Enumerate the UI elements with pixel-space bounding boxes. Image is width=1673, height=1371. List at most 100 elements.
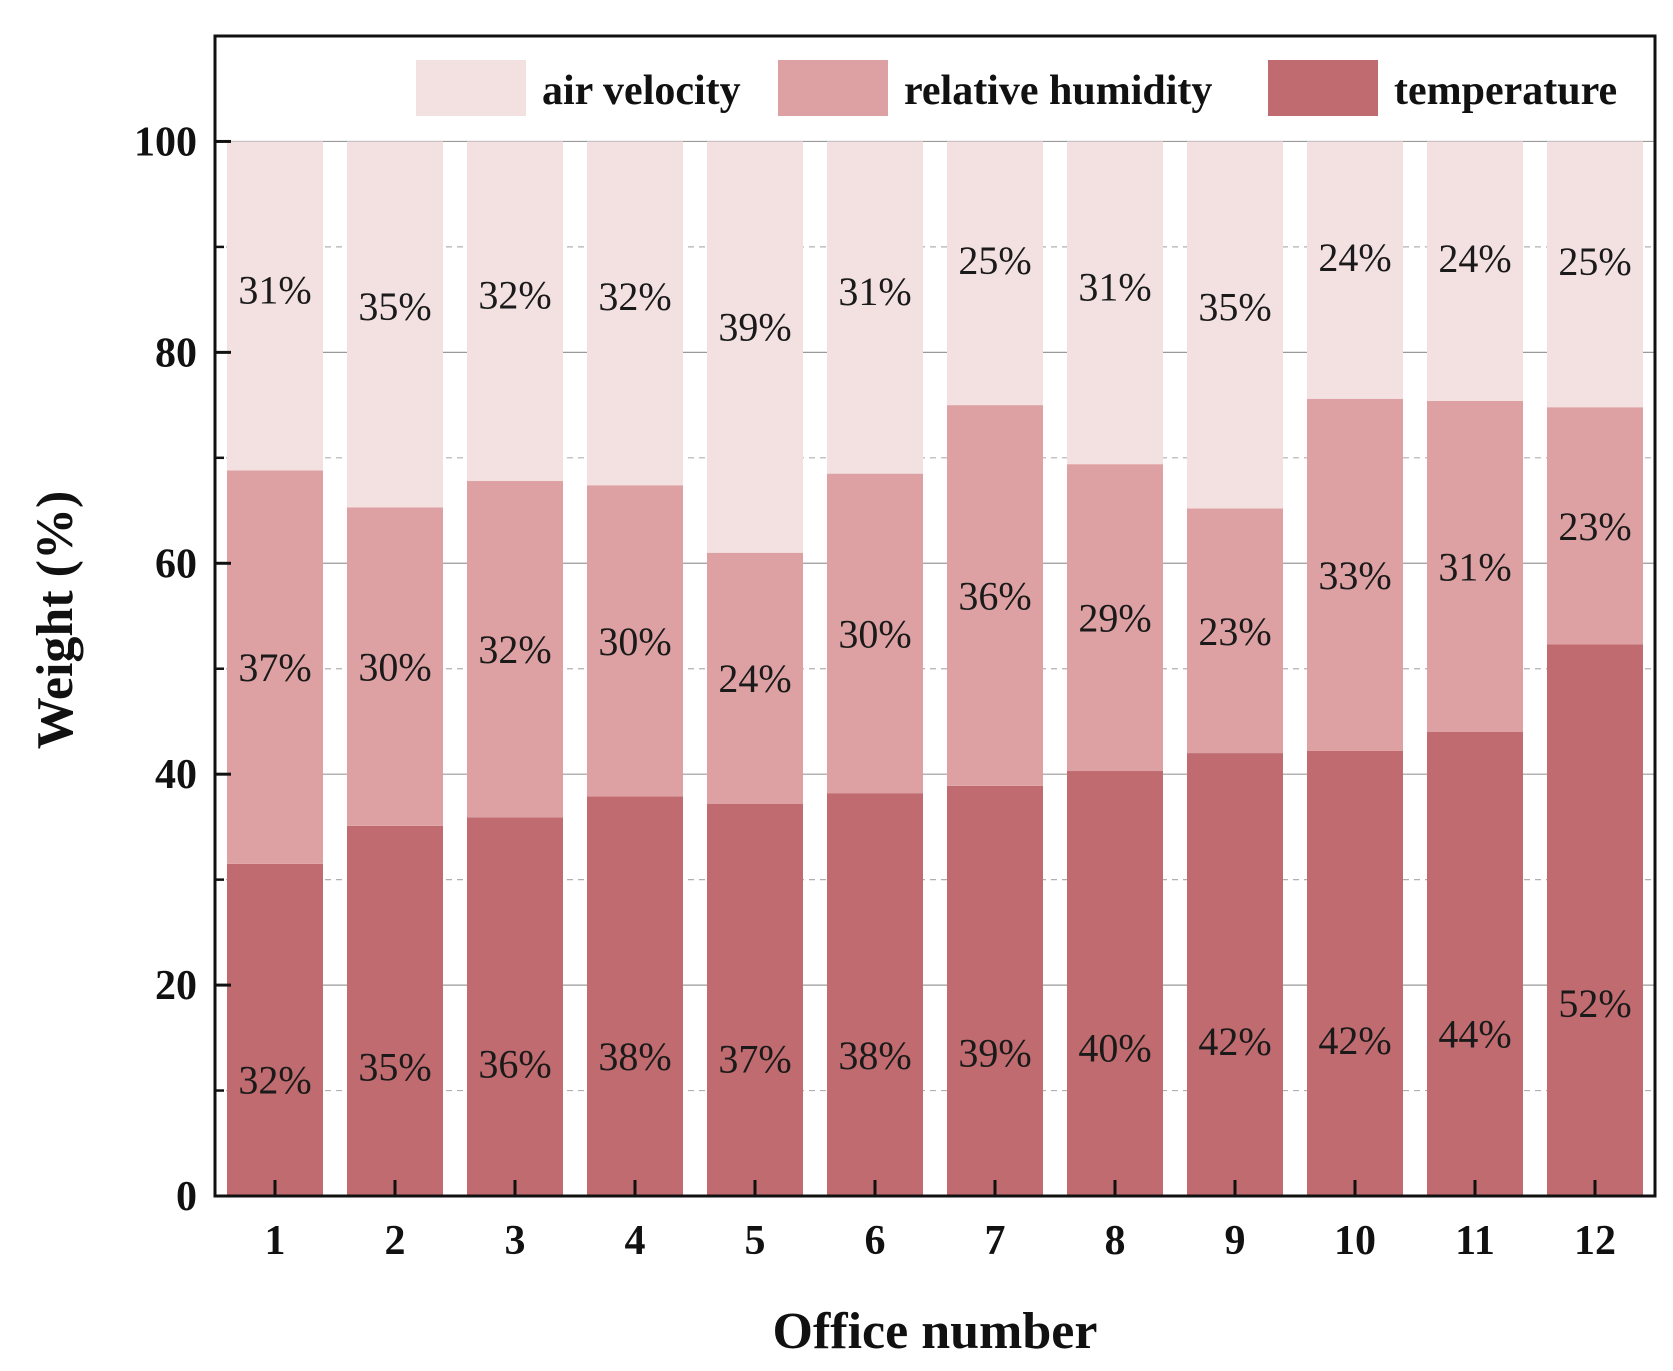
legend-label-temperature: temperature	[1394, 68, 1617, 114]
data-label-air-velocity-5: 39%	[718, 305, 791, 350]
gridlines	[215, 140, 1655, 1092]
y-tick-label: 40	[155, 752, 197, 798]
bar-segment-air-velocity-3	[467, 141, 563, 482]
bar-segment-air-velocity-11	[1427, 141, 1523, 401]
data-label-air-velocity-8: 31%	[1078, 265, 1151, 310]
x-tick-label: 3	[505, 1218, 526, 1264]
bar-segment-air-velocity-1	[227, 141, 323, 471]
bar-segment-air-velocity-9	[1187, 141, 1283, 509]
bar-segment-relative-humidity-2	[347, 507, 443, 826]
plot-frame	[213, 34, 1657, 1198]
data-label-relative-humidity-8: 29%	[1078, 596, 1151, 641]
data-label-temperature-1: 32%	[238, 1058, 311, 1103]
data-label-air-velocity-7: 25%	[958, 238, 1031, 283]
bar-segment-air-velocity-8	[1067, 141, 1163, 465]
x-tick-label: 9	[1225, 1218, 1246, 1264]
bar-segment-temperature-6	[827, 793, 923, 1196]
bar-segment-relative-humidity-8	[1067, 464, 1163, 772]
data-label-relative-humidity-10: 33%	[1318, 553, 1391, 598]
bar-segment-temperature-7	[947, 785, 1043, 1196]
data-label-relative-humidity-4: 30%	[598, 619, 671, 664]
data-label-relative-humidity-1: 37%	[238, 645, 311, 690]
y-tick-label: 0	[176, 1174, 197, 1220]
bar-segment-relative-humidity-11	[1427, 400, 1523, 732]
data-label-air-velocity-3: 32%	[478, 272, 551, 317]
x-tick-label: 2	[385, 1218, 406, 1264]
x-tick-label: 12	[1574, 1218, 1616, 1264]
bar-segment-temperature-1	[227, 863, 323, 1196]
data-label-air-velocity-2: 35%	[358, 284, 431, 329]
data-label-temperature-4: 38%	[598, 1034, 671, 1079]
data-label-relative-humidity-12: 23%	[1558, 504, 1631, 549]
x-tick-label: 11	[1455, 1218, 1495, 1264]
bar-segment-temperature-10	[1307, 750, 1403, 1196]
data-label-air-velocity-6: 31%	[838, 269, 911, 314]
x-tick-label: 7	[985, 1218, 1006, 1264]
data-label-air-velocity-1: 31%	[238, 268, 311, 313]
x-tick-label: 8	[1105, 1218, 1126, 1264]
bar-segment-relative-humidity-7	[947, 405, 1043, 786]
y-tick-label: 20	[155, 963, 197, 1009]
data-label-temperature-10: 42%	[1318, 1018, 1391, 1063]
legend-swatch-relative-humidity	[778, 60, 888, 116]
data-label-temperature-9: 42%	[1198, 1019, 1271, 1064]
data-label-relative-humidity-9: 23%	[1198, 609, 1271, 654]
data-label-relative-humidity-2: 30%	[358, 645, 431, 690]
bar-segment-air-velocity-10	[1307, 141, 1403, 399]
data-label-temperature-5: 37%	[718, 1037, 791, 1082]
data-label-temperature-2: 35%	[358, 1044, 431, 1089]
bar-segment-temperature-3	[467, 817, 563, 1196]
bar-segment-temperature-4	[587, 796, 683, 1196]
bar-segment-relative-humidity-4	[587, 485, 683, 797]
bar-segment-temperature-12	[1547, 644, 1643, 1196]
x-axis-title: Office number	[773, 1303, 1098, 1360]
data-label-relative-humidity-5: 24%	[718, 656, 791, 701]
bar-segment-relative-humidity-3	[467, 481, 563, 818]
bar-segment-relative-humidity-1	[227, 470, 323, 864]
data-label-temperature-3: 36%	[478, 1041, 551, 1086]
data-label-temperature-8: 40%	[1078, 1025, 1151, 1070]
bar-segment-relative-humidity-6	[827, 473, 923, 794]
bar-segment-temperature-8	[1067, 771, 1163, 1196]
bar-segment-relative-humidity-9	[1187, 508, 1283, 754]
bar-segment-relative-humidity-12	[1547, 407, 1643, 645]
x-tick-label: 5	[745, 1218, 766, 1264]
bar-segment-air-velocity-12	[1547, 141, 1643, 408]
data-label-air-velocity-4: 32%	[598, 274, 671, 319]
y-tick-label: 80	[155, 330, 197, 376]
bar-segment-air-velocity-6	[827, 141, 923, 474]
x-tick-label: 4	[625, 1218, 646, 1264]
x-tick-label: 10	[1334, 1218, 1376, 1264]
bar-segment-air-velocity-4	[587, 141, 683, 486]
legend-label-relative-humidity: relative humidity	[904, 68, 1212, 114]
bar-segment-relative-humidity-5	[707, 552, 803, 804]
data-label-relative-humidity-6: 30%	[838, 611, 911, 656]
bar-segment-air-velocity-2	[347, 141, 443, 508]
data-label-temperature-11: 44%	[1438, 1012, 1511, 1057]
legend: air velocity relative humidity temperature	[416, 60, 1617, 116]
bar-segment-temperature-5	[707, 803, 803, 1196]
legend-label-air-velocity: air velocity	[542, 68, 741, 114]
data-label-air-velocity-10: 24%	[1318, 235, 1391, 280]
bar-segment-temperature-11	[1427, 732, 1523, 1196]
data-label-temperature-7: 39%	[958, 1030, 1031, 1075]
y-tick-label: 60	[155, 541, 197, 587]
data-label-relative-humidity-7: 36%	[958, 573, 1031, 618]
bar-segment-air-velocity-5	[707, 141, 803, 553]
legend-swatch-temperature	[1268, 60, 1378, 116]
data-labels: 32% 37% 31% 35% 30% 35% 36% 32% 32% 38% 30% 32% 37% 2…	[238, 235, 1631, 1102]
data-label-relative-humidity-11: 31%	[1438, 544, 1511, 589]
bar-segment-temperature-9	[1187, 753, 1283, 1196]
legend-swatch-air-velocity	[416, 60, 526, 116]
data-label-air-velocity-12: 25%	[1558, 239, 1631, 284]
data-label-relative-humidity-3: 32%	[478, 627, 551, 672]
x-tick-label: 6	[865, 1218, 886, 1264]
bars	[227, 141, 1643, 1196]
data-label-air-velocity-9: 35%	[1198, 285, 1271, 330]
x-tick-label: 1	[265, 1218, 286, 1264]
y-axis-title: Weight (%)	[27, 491, 84, 750]
data-label-temperature-6: 38%	[838, 1033, 911, 1078]
bar-segment-air-velocity-7	[947, 141, 1043, 406]
